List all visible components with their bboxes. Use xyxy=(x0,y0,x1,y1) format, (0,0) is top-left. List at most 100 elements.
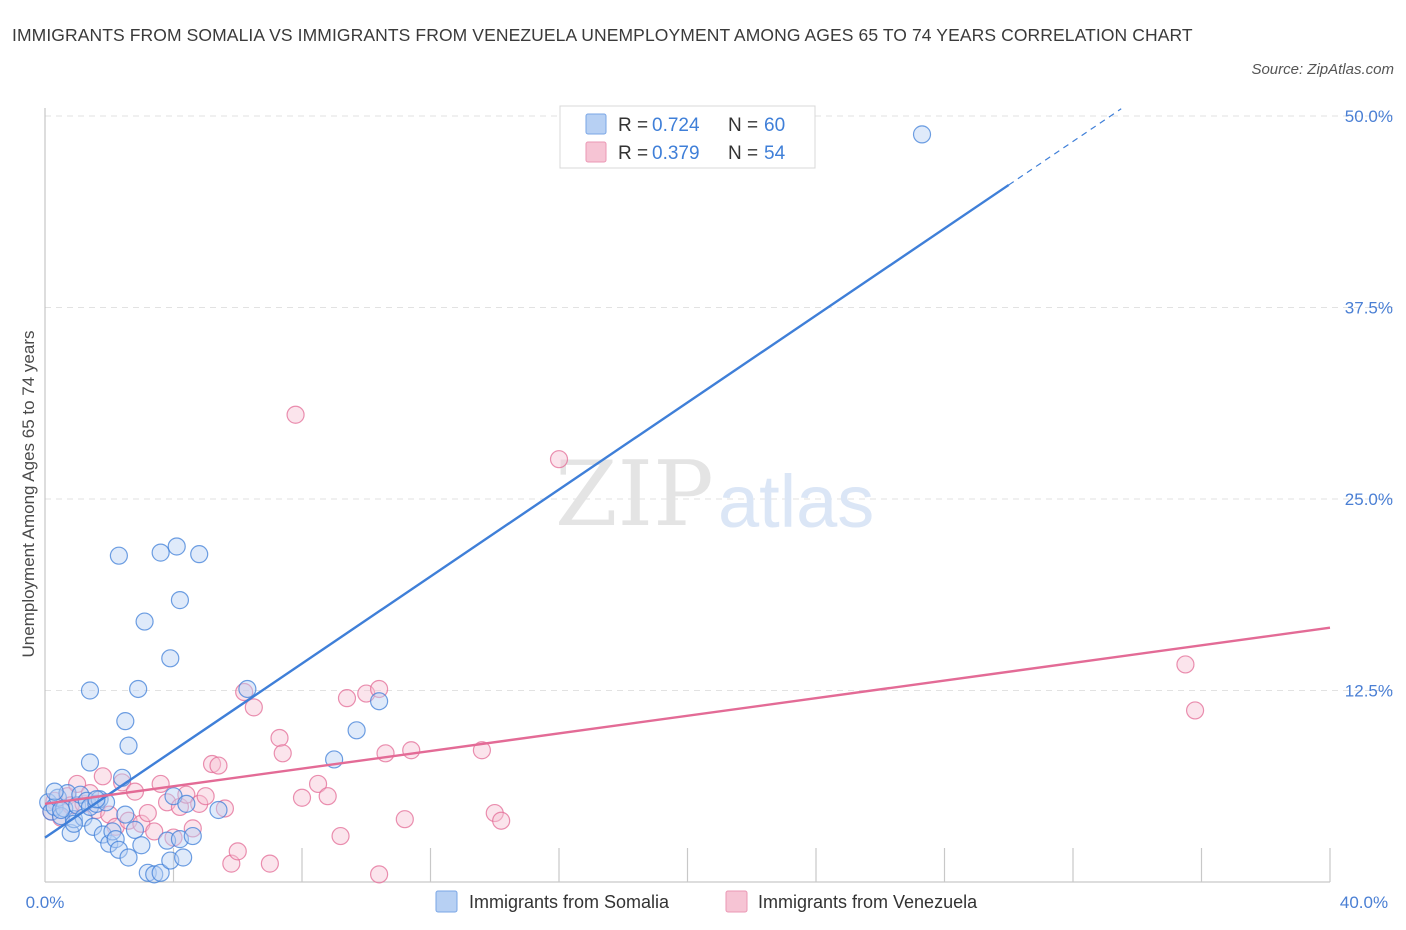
y-tick-label: 50.0% xyxy=(1345,107,1393,126)
somalia-point xyxy=(161,649,180,668)
legend-r-value-venezuela: 0.379 xyxy=(652,143,700,164)
somalia-point xyxy=(183,826,202,846)
x-tick-marks xyxy=(44,848,1331,882)
somalia-point xyxy=(119,848,138,867)
somalia-point xyxy=(912,125,932,144)
venezuela-point xyxy=(183,819,202,838)
correlation-legend: R = 0.724 N = 60 R = 0.379 N = 54 xyxy=(559,105,816,169)
somalia-point xyxy=(119,736,138,755)
y-tick-label: 12.5% xyxy=(1345,682,1393,701)
somalia-point xyxy=(170,591,190,610)
venezuela-point xyxy=(270,728,289,748)
legend-n-value-venezuela: 54 xyxy=(764,143,786,164)
venezuela-point xyxy=(331,826,350,846)
somalia-point xyxy=(109,546,128,565)
somalia-point xyxy=(80,681,100,700)
venezuela-point xyxy=(235,682,254,702)
somalia-point xyxy=(129,679,148,699)
watermark-atlas: atlas xyxy=(718,460,874,543)
source-label: Source: ZipAtlas.com xyxy=(1251,61,1394,78)
venezuela-point xyxy=(395,810,414,829)
venezuela-point xyxy=(376,744,395,763)
somalia-point xyxy=(238,679,257,699)
venezuela-point xyxy=(209,756,228,775)
y-tick-labels: 12.5% 25.0% 37.5% 50.0% xyxy=(1345,107,1393,701)
venezuela-point xyxy=(202,754,222,774)
x-tick-label-max: 40.0% xyxy=(1340,893,1388,912)
somalia-point xyxy=(151,543,170,562)
somalia-point xyxy=(109,840,128,859)
somalia-point xyxy=(209,800,228,820)
somalia-point xyxy=(116,805,135,824)
legend-swatch-venezuela xyxy=(585,141,607,163)
series-legend: Immigrants from Somalia Immigrants from … xyxy=(435,890,978,913)
venezuela-trend-line xyxy=(44,626,1331,806)
somalia-trend-line xyxy=(44,183,1010,839)
somalia-point xyxy=(80,753,100,772)
venezuela-point xyxy=(1185,701,1205,720)
venezuela-point xyxy=(93,767,112,786)
venezuela-point xyxy=(244,698,263,717)
y-tick-label: 25.0% xyxy=(1345,490,1393,509)
bottom-legend-swatch-venezuela xyxy=(725,890,748,913)
venezuela-point xyxy=(318,787,337,806)
somalia-point xyxy=(190,545,209,564)
y-axis-label: Unemployment Among Ages 65 to 74 years xyxy=(19,331,38,658)
venezuela-point xyxy=(138,803,157,823)
legend-n-label-venezuela: N = xyxy=(728,143,758,164)
somalia-point xyxy=(112,768,132,787)
somalia-point xyxy=(174,848,193,867)
venezuela-point xyxy=(370,865,389,884)
legend-n-label-somalia: N = xyxy=(728,115,758,136)
venezuela-point xyxy=(196,787,215,806)
legend-n-value-somalia: 60 xyxy=(764,115,785,136)
legend-swatch-somalia xyxy=(585,113,607,135)
venezuela-point xyxy=(273,744,292,763)
venezuela-point xyxy=(1176,655,1195,674)
watermark: ZIP atlas xyxy=(555,442,874,547)
venezuela-point xyxy=(402,741,421,760)
venezuela-point xyxy=(472,741,491,760)
venezuela-point xyxy=(286,405,305,424)
somalia-point xyxy=(370,692,389,711)
somalia-point xyxy=(45,782,64,801)
somalia-point xyxy=(84,817,103,836)
somalia-point xyxy=(87,790,106,809)
somalia-trend-extension xyxy=(1008,108,1122,186)
somalia-point xyxy=(347,721,366,740)
venezuela-point xyxy=(549,450,569,469)
venezuela-point xyxy=(68,774,87,794)
x-tick-label-min: 0.0% xyxy=(26,893,65,912)
somalia-point xyxy=(106,830,125,849)
watermark-zip: ZIP xyxy=(555,442,714,547)
venezuela-point xyxy=(228,842,247,861)
gridlines xyxy=(45,115,1395,691)
somalia-point xyxy=(177,794,196,813)
legend-r-label-somalia: R = xyxy=(618,115,648,136)
somalia-point xyxy=(167,537,186,556)
venezuela-point xyxy=(145,822,164,841)
somalia-point xyxy=(125,820,145,840)
y-tick-label: 37.5% xyxy=(1345,299,1393,318)
legend-r-value-somalia: 0.724 xyxy=(652,115,700,136)
venezuela-point xyxy=(215,799,234,818)
venezuela-point xyxy=(292,788,312,807)
somalia-point xyxy=(151,863,170,882)
venezuela-point xyxy=(492,811,511,830)
somalia-point xyxy=(138,863,157,882)
chart-title: IMMIGRANTS FROM SOMALIA VS IMMIGRANTS FR… xyxy=(12,25,1193,45)
somalia-point xyxy=(145,865,164,884)
somalia-point xyxy=(116,712,135,731)
venezuela-point xyxy=(260,854,279,873)
somalia-point xyxy=(132,836,151,855)
venezuela-point xyxy=(112,773,132,792)
bottom-legend-swatch-somalia xyxy=(435,890,458,913)
somalia-point xyxy=(135,612,154,631)
venezuela-point xyxy=(337,689,357,708)
trend-lines xyxy=(44,108,1331,839)
somalia-point xyxy=(51,800,71,820)
bottom-legend-label-somalia: Immigrants from Somalia xyxy=(469,892,670,912)
venezuela-point xyxy=(308,774,328,794)
bottom-legend-label-venezuela: Immigrants from Venezuela xyxy=(758,892,978,912)
